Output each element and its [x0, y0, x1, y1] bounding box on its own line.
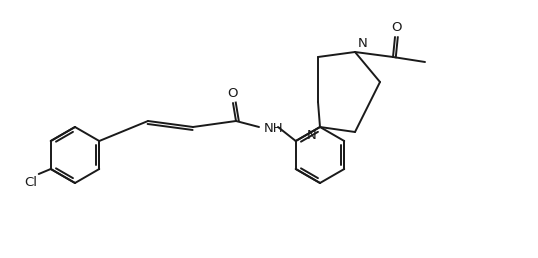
Text: O: O — [391, 21, 401, 34]
Text: N: N — [307, 129, 317, 142]
Text: N: N — [358, 37, 368, 50]
Text: Cl: Cl — [24, 176, 37, 189]
Text: O: O — [228, 87, 238, 100]
Text: NH: NH — [264, 122, 284, 134]
